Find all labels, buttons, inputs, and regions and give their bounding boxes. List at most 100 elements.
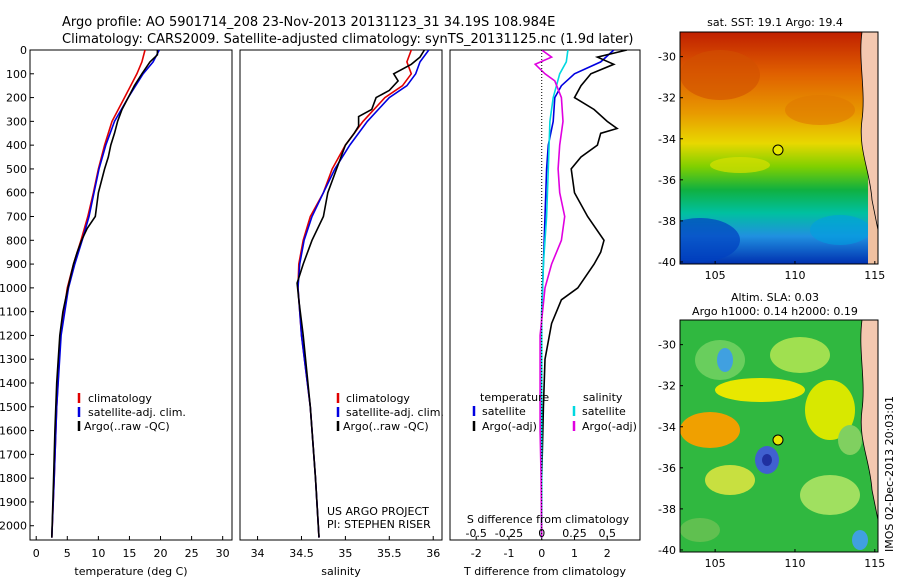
legend-label-temp-satellite: satellite (482, 405, 526, 418)
depth-tick-label: 1700 (0, 448, 27, 461)
x-tick-label: 35 (338, 547, 352, 560)
legend-title-salinity: salinity (583, 391, 623, 404)
depth-tick-label: 1100 (0, 306, 27, 319)
series-line-satellite-adj-clim (51, 50, 161, 538)
map-x-tick-label: 105 (705, 269, 726, 282)
map-x-tick-label: 115 (864, 269, 885, 282)
side-timestamp: IMOS 02-Dec-2013 20:03:01 (883, 396, 896, 552)
salinity-panel-frame (239, 49, 443, 541)
temperature-panel-frame (29, 49, 233, 541)
legend-label-climatology: climatology (346, 392, 410, 405)
x-tick-label: 34.5 (289, 547, 314, 560)
x-tick-label: 25 (185, 547, 199, 560)
top-tick-label: 0 (538, 527, 545, 540)
depth-tick-label: 800 (6, 234, 27, 247)
map-y-tick-label: -32 (658, 380, 676, 393)
x-tick-label: 20 (154, 547, 168, 560)
sst-map-axes: 105 110 115 -30 -32 -34 -36 -38 -40 (658, 51, 885, 282)
legend-label-temp-argo: Argo(-adj) (482, 420, 537, 433)
x-tick-label: 5 (64, 547, 71, 560)
sst-argo-marker (772, 144, 784, 156)
difference-top-xlabel: S difference from climatology (467, 513, 630, 526)
map-y-tick-label: -36 (658, 174, 676, 187)
temperature-legend: climatology satellite-adj. clim. Argo(..… (77, 392, 186, 433)
sst-map-field (680, 32, 878, 264)
sla-map-frame (679, 319, 879, 553)
difference-panel-frame (449, 49, 641, 541)
x-tick-label: 2 (604, 547, 611, 560)
map-y-tick-label: -30 (658, 339, 676, 352)
depth-tick-label: 200 (6, 92, 27, 105)
x-tick-label: 10 (91, 547, 105, 560)
temperature-plot: 0 5 10 15 20 25 30 (33, 50, 230, 560)
legend-label-climatology: climatology (88, 392, 152, 405)
map-y-tick-label: -32 (658, 92, 676, 105)
top-tick-label: 0.5 (598, 527, 616, 540)
legend-label-sal-satellite: satellite (582, 405, 626, 418)
sla-map-title1: Altim. SLA: 0.03 (731, 291, 819, 304)
x-tick-label: 15 (122, 547, 136, 560)
legend-label-argo: Argo(..raw -QC) (343, 420, 429, 433)
x-tick-label: 34 (251, 547, 265, 560)
depth-tick-label: 300 (6, 115, 27, 128)
depth-tick-label: 1800 (0, 472, 27, 485)
top-tick-label: -0.5 (465, 527, 486, 540)
legend-label-satellite: satellite-adj. clim. (346, 406, 444, 419)
salinity-plot: 34 34.5 35 35.5 36 (251, 50, 440, 560)
credit-project: US ARGO PROJECT (327, 505, 429, 518)
map-y-tick-label: -38 (658, 215, 676, 228)
depth-tick-label: 1900 (0, 496, 27, 509)
top-tick-label: -0.25 (495, 527, 523, 540)
depth-tick-label: 900 (6, 258, 27, 271)
x-tick-label: -1 (503, 547, 514, 560)
series-line-argo-adj-salinity (533, 50, 566, 538)
series-line-argo-raw-qc (51, 50, 159, 538)
depth-tick-label: 1400 (0, 377, 27, 390)
temperature-xlabel: temperature (deg C) (74, 565, 187, 578)
series-line-satellite-salinity (540, 50, 569, 538)
map-x-tick-label: 115 (864, 557, 885, 570)
difference-plot: -2 -1 0 1 2 -0.5 -0.25 0 0.25 0.5 (465, 50, 628, 560)
depth-tick-label: 500 (6, 163, 27, 176)
map-x-tick-label: 110 (784, 557, 805, 570)
sla-map-title2: Argo h1000: 0.14 h2000: 0.19 (692, 305, 858, 318)
x-tick-label: 36 (426, 547, 440, 560)
map-y-tick-label: -30 (658, 51, 676, 64)
sst-map-frame (679, 31, 879, 265)
depth-tick-label: 1500 (0, 401, 27, 414)
x-tick-label: 0 (33, 547, 40, 560)
map-x-tick-label: 110 (784, 269, 805, 282)
credit-pi: PI: STEPHEN RISER (327, 518, 431, 531)
series-line-satellite-adj-clim (297, 50, 430, 538)
x-tick-label: 1 (571, 547, 578, 560)
depth-tick-label: 400 (6, 139, 27, 152)
depth-tick-label: 100 (6, 68, 27, 81)
depth-tick-label: 1200 (0, 329, 27, 342)
x-tick-label: 0 (538, 547, 545, 560)
salinity-xlabel: salinity (321, 565, 361, 578)
depth-tick-label: 0 (20, 44, 27, 57)
x-tick-label: -2 (471, 547, 482, 560)
salinity-legend: climatology satellite-adj. clim. Argo(..… (327, 392, 444, 531)
depth-tick-label: 600 (6, 187, 27, 200)
map-y-tick-label: -40 (658, 544, 676, 557)
depth-tick-label: 700 (6, 211, 27, 224)
series-line-climatology (51, 50, 146, 538)
map-y-tick-label: -36 (658, 462, 676, 475)
x-tick-label: 35.5 (377, 547, 402, 560)
map-x-tick-label: 105 (705, 557, 726, 570)
sla-argo-marker (772, 434, 784, 446)
header-line1: Argo profile: AO 5901714_208 23-Nov-2013… (62, 15, 555, 30)
sla-map-axes: 105 110 115 -30 -32 -34 -36 -38 -40 (658, 339, 885, 570)
legend-title-temperature: temperature (480, 391, 549, 404)
top-tick-label: 0.25 (562, 527, 587, 540)
map-y-tick-label: -40 (658, 256, 676, 269)
depth-tick-label: 1600 (0, 425, 27, 438)
depth-axis: 0 100 200 300 400 500 600 700 800 900 1000 1100 1200… (0, 44, 34, 533)
sst-map-title: sat. SST: 19.1 Argo: 19.4 (707, 16, 843, 29)
depth-tick-label: 1300 (0, 353, 27, 366)
legend-label-satellite: satellite-adj. clim. (88, 406, 186, 419)
difference-xlabel: T difference from climatology (463, 565, 626, 578)
series-line-satellite-temperature (540, 50, 615, 538)
